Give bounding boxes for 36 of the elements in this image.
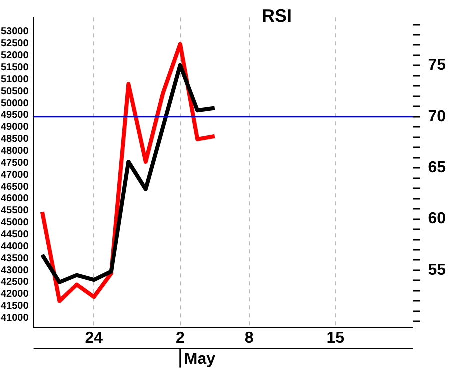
y-tick-label: 50500 <box>0 86 30 98</box>
y-tick-label: 42000 <box>0 289 30 300</box>
y-tick-label: 42500 <box>0 277 30 288</box>
y-tick-label: 48500 <box>0 134 30 146</box>
y-tick-label: 45000 <box>0 218 30 229</box>
y-tick-label: 41500 <box>0 301 30 312</box>
y-tick-label: 48000 <box>0 146 30 157</box>
x-tick-label: 2 <box>176 330 185 347</box>
y2-tick-label: 55 <box>428 262 446 279</box>
x-tick-label: 8 <box>244 330 254 347</box>
y-tick-label: 52500 <box>0 38 30 50</box>
y-tick-label: 49000 <box>0 122 30 134</box>
y-tick-label: 44000 <box>0 241 30 252</box>
y2-tick-label: 60 <box>428 210 446 228</box>
y-tick-label: 53000 <box>0 26 30 38</box>
x-axis-title: May <box>184 351 216 368</box>
y-tick-label: 44500 <box>0 229 30 240</box>
y-tick-label: 51500 <box>0 62 30 74</box>
y2-tick-label: 75 <box>428 57 446 74</box>
y-tick-label: 52000 <box>0 50 30 62</box>
y2-tick-label: 70 <box>428 108 446 126</box>
y-tick-label: 43500 <box>0 253 30 264</box>
y-tick-label: 51000 <box>0 74 30 86</box>
chart-title: RSI <box>262 6 292 26</box>
y-tick-label: 46500 <box>0 182 30 193</box>
y-tick-label: 45500 <box>0 206 30 217</box>
y-tick-label: 41000 <box>0 313 30 324</box>
y-tick-label: 47000 <box>0 170 30 181</box>
y-tick-label: 49500 <box>0 110 30 122</box>
y2-tick-label: 65 <box>428 160 446 176</box>
x-tick-label: 15 <box>326 330 345 347</box>
y-tick-label: 50000 <box>0 98 30 110</box>
y-tick-label: 46000 <box>0 194 30 205</box>
y-tick-label: 47500 <box>0 158 30 169</box>
y-tick-label: 43000 <box>0 265 30 276</box>
x-tick-label: 24 <box>85 330 104 347</box>
